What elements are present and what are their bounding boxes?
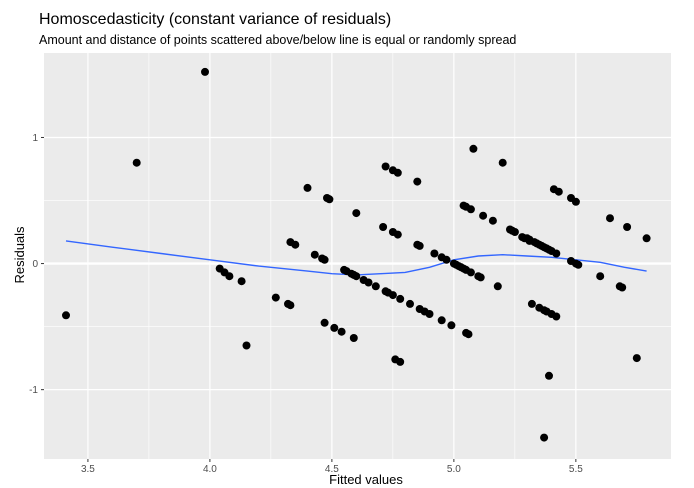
data-point xyxy=(552,249,561,258)
data-point xyxy=(330,323,339,332)
data-point xyxy=(320,318,329,327)
data-point xyxy=(271,293,280,302)
data-point xyxy=(303,183,312,192)
data-point xyxy=(337,327,346,336)
data-point xyxy=(642,234,651,243)
data-point xyxy=(488,216,497,225)
data-point xyxy=(406,299,414,308)
data-point xyxy=(476,273,485,282)
data-point xyxy=(469,144,478,153)
panel-background xyxy=(44,53,671,459)
data-point xyxy=(291,240,300,249)
y-tick-label: -1 xyxy=(29,385,38,396)
data-point xyxy=(574,260,583,269)
data-point xyxy=(618,283,627,292)
data-point xyxy=(596,272,605,281)
data-point xyxy=(527,299,536,308)
plot-panel xyxy=(44,53,671,459)
data-point xyxy=(545,371,553,380)
data-point xyxy=(132,158,141,167)
data-point xyxy=(413,177,422,186)
data-point xyxy=(447,321,456,330)
x-tick-label: 4.0 xyxy=(203,464,217,475)
data-point xyxy=(371,282,380,291)
data-point xyxy=(379,223,388,231)
x-axis: 3.5 4.0 4.5 5.0 5.5 xyxy=(81,459,583,475)
data-point xyxy=(393,230,402,239)
x-tick-label: 5.5 xyxy=(569,464,583,475)
y-axis-title: Residuals xyxy=(12,226,27,284)
data-point xyxy=(349,334,358,342)
data-point xyxy=(242,341,251,350)
data-point xyxy=(352,209,361,218)
data-point xyxy=(415,241,424,250)
y-axis: -1 0 1 xyxy=(29,133,44,396)
data-point xyxy=(606,214,614,223)
data-point xyxy=(425,310,434,318)
data-point xyxy=(352,272,361,281)
data-point xyxy=(430,249,439,258)
chart-title: Homoscedasticity (constant variance of r… xyxy=(39,11,391,28)
x-tick-label: 3.5 xyxy=(81,464,95,475)
data-point xyxy=(396,294,405,303)
chart-subtitle: Amount and distance of points scattered … xyxy=(39,33,516,47)
x-tick-label: 5.0 xyxy=(447,464,461,475)
data-point xyxy=(286,301,295,310)
data-point xyxy=(466,268,475,277)
data-point xyxy=(393,168,402,177)
data-point xyxy=(442,255,451,264)
data-point xyxy=(381,162,390,171)
data-point xyxy=(388,291,397,300)
x-axis-title: Fitted values xyxy=(329,472,403,487)
data-point xyxy=(237,277,246,286)
data-point xyxy=(325,195,334,204)
data-point xyxy=(310,250,319,259)
data-point xyxy=(510,228,519,236)
data-point xyxy=(62,311,70,320)
data-point xyxy=(201,67,209,76)
data-point xyxy=(225,272,234,281)
data-point xyxy=(540,433,549,442)
data-point xyxy=(464,330,473,339)
data-point xyxy=(571,197,580,206)
data-point xyxy=(437,316,446,325)
data-point xyxy=(632,354,641,363)
data-point xyxy=(493,282,502,291)
data-point xyxy=(623,223,632,231)
data-point xyxy=(498,158,507,167)
data-point xyxy=(479,211,488,220)
data-point xyxy=(320,255,329,264)
y-tick-label: 0 xyxy=(32,259,38,270)
data-point xyxy=(554,187,563,196)
y-tick-label: 1 xyxy=(32,133,38,144)
data-point xyxy=(396,357,405,366)
data-point xyxy=(364,278,373,287)
data-point xyxy=(466,205,475,214)
x-tick-label: 4.5 xyxy=(325,464,339,475)
data-point xyxy=(552,312,561,321)
